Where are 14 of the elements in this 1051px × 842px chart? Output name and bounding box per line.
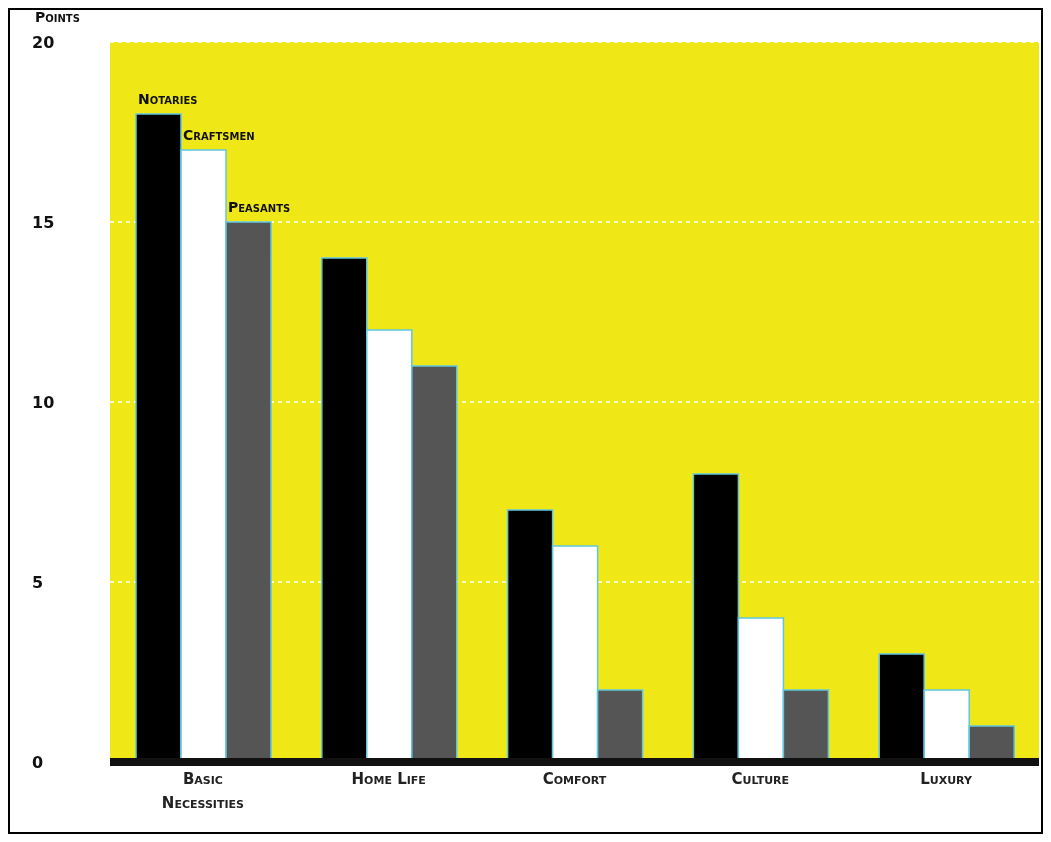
x-tick-label: Comfort bbox=[542, 770, 607, 788]
y-tick-label: 5 bbox=[32, 572, 44, 592]
x-tick-label: Culture bbox=[731, 770, 790, 788]
x-tick-label: Home Life bbox=[351, 770, 426, 788]
y-tick-label: 0 bbox=[32, 752, 44, 772]
series-label: Peasants bbox=[228, 199, 291, 215]
y-tick-label: 10 bbox=[32, 392, 55, 412]
series-label: Notaries bbox=[138, 91, 198, 107]
x-tick-label: Luxury bbox=[920, 770, 973, 788]
y-tick-label: 20 bbox=[32, 32, 55, 52]
series-label: Craftsmen bbox=[183, 127, 255, 143]
x-tick-label: Basic Necessities bbox=[161, 770, 245, 812]
y-tick-label: 15 bbox=[32, 212, 55, 232]
y-axis-title: Points bbox=[35, 8, 80, 25]
